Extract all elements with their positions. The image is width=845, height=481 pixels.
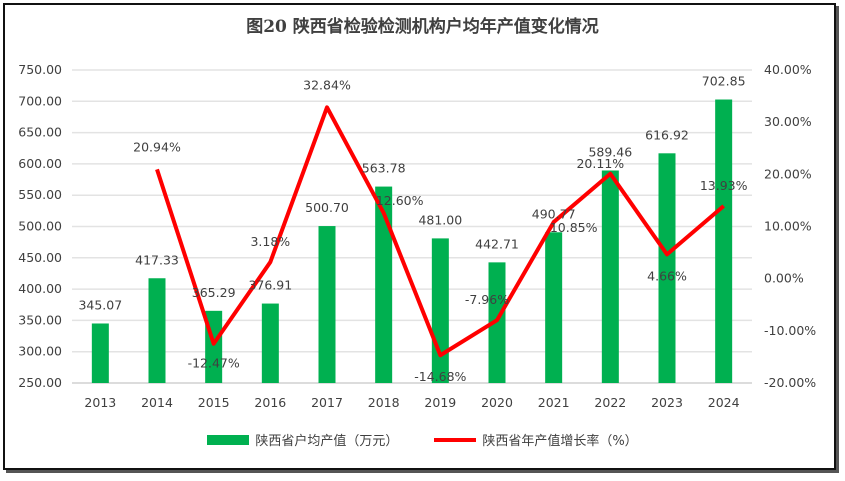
bar bbox=[148, 278, 166, 383]
line-data-label: -14.68% bbox=[414, 369, 466, 384]
y-left-tick-label: 450.00 bbox=[18, 250, 62, 265]
bar-data-label: 702.85 bbox=[702, 74, 746, 89]
x-tick-label: 2015 bbox=[198, 395, 230, 410]
y-left-tick-label: 700.00 bbox=[18, 93, 62, 108]
y-left-tick-label: 600.00 bbox=[18, 156, 62, 171]
line-data-label: 13.93% bbox=[700, 178, 748, 193]
x-tick-label: 2019 bbox=[424, 395, 456, 410]
x-tick-label: 2024 bbox=[708, 395, 740, 410]
x-tick-label: 2017 bbox=[311, 395, 343, 410]
y-left-tick-label: 500.00 bbox=[18, 219, 62, 234]
x-tick-label: 2018 bbox=[368, 395, 400, 410]
bar bbox=[91, 323, 109, 383]
bar bbox=[545, 232, 563, 383]
y-left-tick-label: 550.00 bbox=[18, 187, 62, 202]
legend-label-bar: 陕西省户均产值（万元） bbox=[255, 434, 399, 449]
bar bbox=[658, 153, 676, 383]
bar-data-label: 365.29 bbox=[192, 285, 236, 300]
bar-data-label: 481.00 bbox=[418, 212, 462, 227]
bar bbox=[375, 186, 393, 383]
y-left-tick-label: 750.00 bbox=[18, 62, 62, 77]
y-right-tick-label: 10.00% bbox=[764, 219, 812, 234]
legend-item-bar: 陕西省户均产值（万元） bbox=[207, 430, 398, 449]
x-tick-label: 2020 bbox=[481, 395, 513, 410]
x-tick-label: 2021 bbox=[538, 395, 570, 410]
y-right-tick-label: -20.00% bbox=[764, 375, 816, 390]
legend-swatch-bar bbox=[207, 434, 250, 445]
line-data-label: 20.94% bbox=[133, 139, 181, 154]
line-data-label: 20.11% bbox=[576, 156, 624, 171]
x-tick-label: 2022 bbox=[594, 395, 626, 410]
y-left-tick-label: 650.00 bbox=[18, 125, 62, 140]
legend-label-line: 陕西省年产值增长率（%） bbox=[482, 434, 638, 449]
bar-data-label: 500.70 bbox=[305, 200, 349, 215]
legend: 陕西省户均产值（万元） 陕西省年产值增长率（%） bbox=[0, 430, 845, 449]
bar bbox=[715, 99, 733, 383]
y-left-tick-label: 350.00 bbox=[18, 312, 62, 327]
x-tick-label: 2016 bbox=[254, 395, 286, 410]
x-tick-label: 2023 bbox=[651, 395, 683, 410]
x-tick-label: 2014 bbox=[141, 395, 173, 410]
y-right-tick-label: 40.00% bbox=[764, 62, 812, 77]
line-data-label: 4.66% bbox=[647, 268, 687, 283]
y-left-tick-label: 300.00 bbox=[18, 344, 62, 359]
line-data-label: -7.96% bbox=[465, 292, 509, 307]
bar-data-label: 563.78 bbox=[362, 161, 406, 176]
bar-data-label: 376.91 bbox=[248, 278, 292, 293]
chart-frame bbox=[3, 3, 836, 470]
y-left-tick-label: 400.00 bbox=[18, 281, 62, 296]
line-data-label: 10.85% bbox=[550, 220, 598, 235]
bar bbox=[318, 226, 336, 383]
y-right-tick-label: -10.00% bbox=[764, 323, 816, 338]
bar bbox=[261, 303, 279, 383]
bar bbox=[488, 262, 506, 383]
bar-data-label: 616.92 bbox=[645, 127, 689, 142]
line-data-label: 32.84% bbox=[303, 77, 351, 92]
y-right-tick-label: 30.00% bbox=[764, 114, 812, 129]
y-right-tick-label: 20.00% bbox=[764, 166, 812, 181]
legend-item-line: 陕西省年产值增长率（%） bbox=[434, 430, 638, 449]
x-tick-label: 2013 bbox=[84, 395, 116, 410]
line-data-label: -12.47% bbox=[188, 356, 240, 371]
y-right-tick-label: 0.00% bbox=[764, 271, 804, 286]
bar-data-label: 442.71 bbox=[475, 236, 519, 251]
bar-data-label: 589.46 bbox=[588, 144, 632, 159]
y-left-tick-label: 250.00 bbox=[18, 375, 62, 390]
bar-data-label: 417.33 bbox=[135, 252, 179, 267]
bar-data-label: 490.77 bbox=[532, 206, 576, 221]
bar-data-label: 345.07 bbox=[78, 297, 122, 312]
line-data-label: 3.18% bbox=[250, 234, 290, 249]
line-data-label: 12.60% bbox=[376, 193, 424, 208]
chart-title: 图20 陕西省检验检测机构户均年产值变化情况 bbox=[246, 17, 599, 37]
legend-swatch-line bbox=[434, 437, 477, 442]
bar bbox=[601, 170, 619, 383]
bar bbox=[431, 238, 449, 383]
